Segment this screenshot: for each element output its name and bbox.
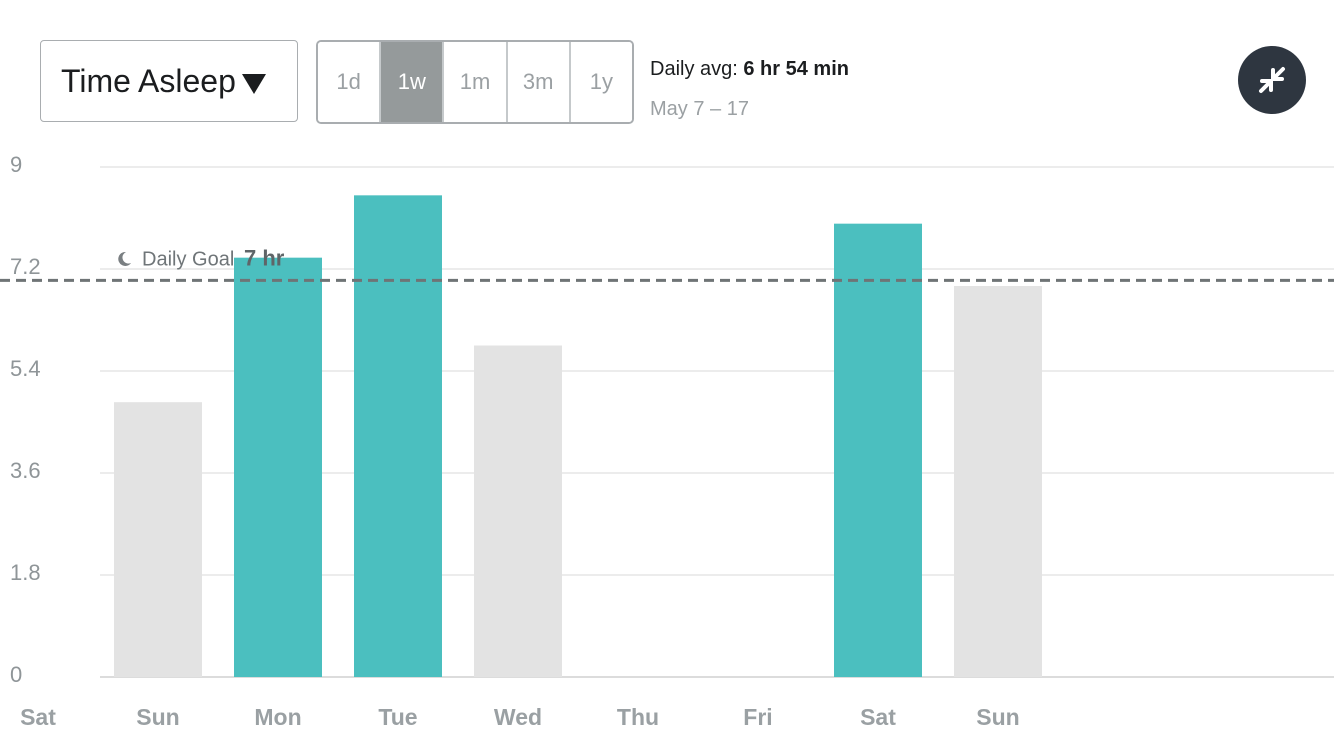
range-button-1m[interactable]: 1m <box>444 42 508 122</box>
bar-wed-4[interactable] <box>474 345 562 678</box>
y-tick-label: 3.6 <box>10 458 41 483</box>
x-tick-label: Tue <box>378 704 417 730</box>
range-button-3m[interactable]: 3m <box>507 42 571 122</box>
collapse-button[interactable] <box>1238 46 1306 114</box>
y-tick-label: 1.8 <box>10 560 41 585</box>
daily-goal-label: Daily Goal 7 hr <box>118 245 285 270</box>
y-tick-label: 9 <box>10 152 22 177</box>
collapse-arrows-icon <box>1259 67 1285 93</box>
y-tick-label: 5.4 <box>10 356 41 381</box>
x-tick-label: Sun <box>136 704 179 730</box>
metric-select[interactable]: Time Asleep <box>40 40 298 122</box>
bar-tue-3[interactable] <box>354 195 442 678</box>
moon-icon <box>118 251 131 266</box>
range-button-1w[interactable]: 1w <box>381 42 445 122</box>
range-button-1d[interactable]: 1d <box>318 42 382 122</box>
daily-goal-value: 7 hr <box>244 245 285 270</box>
daily-goal-text: Daily Goal <box>142 248 234 270</box>
y-tick-label: 0 <box>10 662 22 687</box>
x-tick-label: Sat <box>20 704 56 730</box>
daily-average-label: Daily avg: <box>650 58 738 80</box>
bar-mon-2[interactable] <box>234 257 322 677</box>
range-selector: 1d 1w 1m 3m 1y <box>316 40 634 124</box>
date-range: May 7 – 17 <box>650 98 749 120</box>
x-tick-label: Mon <box>254 704 301 730</box>
daily-average: Daily avg: 6 hr 54 min <box>650 58 849 81</box>
x-tick-label: Sat <box>860 704 896 730</box>
caret-down-icon <box>241 74 266 94</box>
x-tick-label: Wed <box>494 704 542 730</box>
bar-sun-1[interactable] <box>114 402 202 677</box>
x-tick-label: Sun <box>976 704 1019 730</box>
daily-average-value: 6 hr 54 min <box>743 58 849 80</box>
metric-select-label: Time Asleep <box>61 62 236 99</box>
y-tick-label: 7.2 <box>10 254 41 279</box>
bar-sun-8[interactable] <box>954 286 1042 677</box>
x-tick-label: Thu <box>617 704 659 730</box>
range-button-1y[interactable]: 1y <box>570 42 632 122</box>
bar-sat-7[interactable] <box>834 223 922 677</box>
x-tick-label: Fri <box>743 704 772 730</box>
